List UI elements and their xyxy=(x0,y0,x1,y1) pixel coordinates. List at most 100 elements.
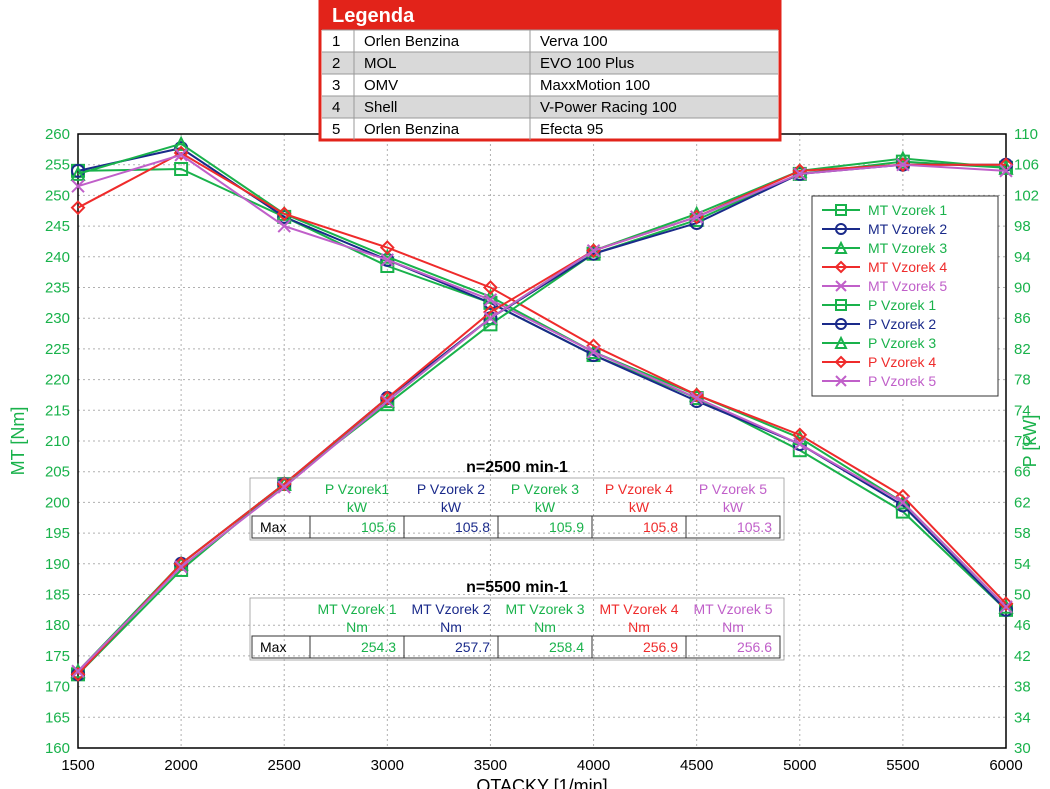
svg-text:MT Vzorek 5: MT Vzorek 5 xyxy=(868,278,947,294)
svg-text:78: 78 xyxy=(1014,372,1031,389)
svg-text:42: 42 xyxy=(1014,648,1031,665)
svg-text:260: 260 xyxy=(45,126,70,143)
svg-text:98: 98 xyxy=(1014,218,1031,235)
svg-text:MT Vzorek 4: MT Vzorek 4 xyxy=(868,259,947,275)
svg-text:3: 3 xyxy=(332,77,340,94)
svg-text:185: 185 xyxy=(45,587,70,604)
svg-text:58: 58 xyxy=(1014,525,1031,542)
svg-text:230: 230 xyxy=(45,310,70,327)
svg-text:210: 210 xyxy=(45,433,70,450)
svg-text:MT Vzorek 2: MT Vzorek 2 xyxy=(868,221,947,237)
svg-text:OMV: OMV xyxy=(364,77,398,94)
svg-text:Efecta 95: Efecta 95 xyxy=(540,121,603,138)
svg-text:V-Power Racing 100: V-Power Racing 100 xyxy=(540,99,677,116)
svg-text:205: 205 xyxy=(45,464,70,481)
svg-text:P Vzorek 3: P Vzorek 3 xyxy=(511,481,579,497)
svg-text:105.8: 105.8 xyxy=(643,519,678,535)
svg-text:MT [Nm]: MT [Nm] xyxy=(8,407,28,476)
svg-text:6000: 6000 xyxy=(989,757,1022,774)
chart-svg: 1500200025003000350040004500500055006000… xyxy=(0,0,1050,789)
svg-text:225: 225 xyxy=(45,341,70,358)
svg-text:P Vzorek 4: P Vzorek 4 xyxy=(605,481,673,497)
svg-text:P Vzorek 5: P Vzorek 5 xyxy=(699,481,767,497)
svg-text:4: 4 xyxy=(332,99,340,116)
svg-text:Nm: Nm xyxy=(722,619,744,635)
svg-text:Nm: Nm xyxy=(346,619,368,635)
svg-text:105.6: 105.6 xyxy=(361,519,396,535)
svg-text:P Vzorek 2: P Vzorek 2 xyxy=(868,316,936,332)
svg-text:254.3: 254.3 xyxy=(361,639,396,655)
svg-text:3000: 3000 xyxy=(371,757,404,774)
svg-text:250: 250 xyxy=(45,187,70,204)
svg-text:215: 215 xyxy=(45,402,70,419)
svg-text:255: 255 xyxy=(45,157,70,174)
svg-text:kW: kW xyxy=(535,499,556,515)
svg-text:MT Vzorek 3: MT Vzorek 3 xyxy=(868,240,947,256)
svg-text:180: 180 xyxy=(45,617,70,634)
svg-text:MT Vzorek 4: MT Vzorek 4 xyxy=(599,601,678,617)
svg-text:P Vzorek1: P Vzorek1 xyxy=(325,481,390,497)
svg-text:Orlen Benzina: Orlen Benzina xyxy=(364,121,460,138)
svg-text:258.4: 258.4 xyxy=(549,639,584,655)
series-legend: MT Vzorek 1MT Vzorek 2MT Vzorek 3MT Vzor… xyxy=(812,196,998,396)
svg-text:54: 54 xyxy=(1014,556,1031,573)
svg-text:P Vzorek 3: P Vzorek 3 xyxy=(868,335,936,351)
svg-text:2500: 2500 xyxy=(268,757,301,774)
svg-text:kW: kW xyxy=(629,499,650,515)
chart-root: 1500200025003000350040004500500055006000… xyxy=(0,0,1050,789)
svg-text:257.7: 257.7 xyxy=(455,639,490,655)
svg-text:Nm: Nm xyxy=(534,619,556,635)
svg-text:106: 106 xyxy=(1014,157,1039,174)
svg-text:256.6: 256.6 xyxy=(737,639,772,655)
svg-text:165: 165 xyxy=(45,709,70,726)
svg-text:170: 170 xyxy=(45,679,70,696)
svg-text:MT Vzorek 3: MT Vzorek 3 xyxy=(505,601,584,617)
svg-text:MOL: MOL xyxy=(364,55,397,72)
svg-text:2: 2 xyxy=(332,55,340,72)
svg-text:235: 235 xyxy=(45,280,70,297)
svg-text:50: 50 xyxy=(1014,587,1031,604)
svg-text:86: 86 xyxy=(1014,310,1031,327)
svg-text:62: 62 xyxy=(1014,494,1031,511)
svg-text:160: 160 xyxy=(45,740,70,757)
svg-text:Max: Max xyxy=(260,639,286,655)
svg-text:175: 175 xyxy=(45,648,70,665)
svg-text:EVO 100 Plus: EVO 100 Plus xyxy=(540,55,634,72)
legend-table: Legenda 1 Orlen Benzina Verva 100 2 MOL EVO 10… xyxy=(320,0,780,140)
svg-text:1: 1 xyxy=(332,33,340,50)
svg-text:240: 240 xyxy=(45,249,70,266)
svg-text:MT Vzorek 5: MT Vzorek 5 xyxy=(693,601,772,617)
svg-text:OTACKY [1/min]: OTACKY [1/min] xyxy=(476,776,607,789)
svg-text:5: 5 xyxy=(332,121,340,138)
svg-text:Orlen Benzina: Orlen Benzina xyxy=(364,33,460,50)
svg-text:Max: Max xyxy=(260,519,286,535)
svg-text:P Vzorek 1: P Vzorek 1 xyxy=(868,297,936,313)
svg-text:105.8: 105.8 xyxy=(455,519,490,535)
svg-text:220: 220 xyxy=(45,372,70,389)
svg-text:90: 90 xyxy=(1014,280,1031,297)
svg-text:P Vzorek 2: P Vzorek 2 xyxy=(417,481,485,497)
svg-text:195: 195 xyxy=(45,525,70,542)
svg-text:n=5500 min-1: n=5500 min-1 xyxy=(466,579,568,596)
svg-text:190: 190 xyxy=(45,556,70,573)
svg-text:38: 38 xyxy=(1014,679,1031,696)
svg-text:Nm: Nm xyxy=(628,619,650,635)
svg-text:Shell: Shell xyxy=(364,99,397,116)
svg-text:P [kW]: P [kW] xyxy=(1020,415,1040,468)
svg-text:245: 245 xyxy=(45,218,70,235)
svg-text:kW: kW xyxy=(723,499,744,515)
svg-text:256.9: 256.9 xyxy=(643,639,678,655)
svg-text:102: 102 xyxy=(1014,187,1039,204)
svg-text:kW: kW xyxy=(441,499,462,515)
svg-text:Verva 100: Verva 100 xyxy=(540,33,608,50)
svg-text:105.9: 105.9 xyxy=(549,519,584,535)
svg-text:4500: 4500 xyxy=(680,757,713,774)
svg-text:2000: 2000 xyxy=(164,757,197,774)
svg-text:5000: 5000 xyxy=(783,757,816,774)
svg-text:3500: 3500 xyxy=(474,757,507,774)
svg-text:105.3: 105.3 xyxy=(737,519,772,535)
svg-text:94: 94 xyxy=(1014,249,1031,266)
svg-text:5500: 5500 xyxy=(886,757,919,774)
svg-text:Legenda: Legenda xyxy=(332,5,415,27)
svg-text:1500: 1500 xyxy=(61,757,94,774)
